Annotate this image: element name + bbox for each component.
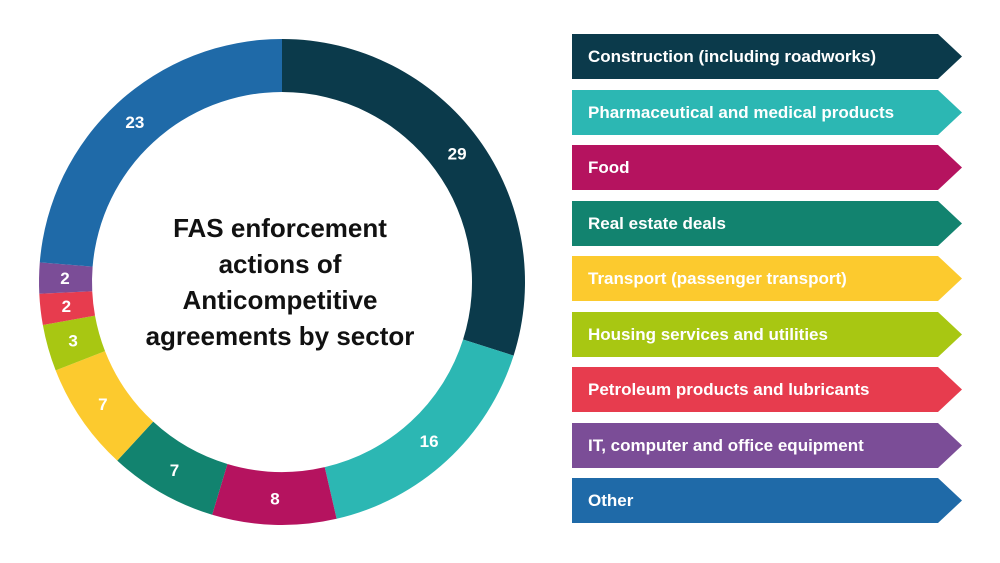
slice-value-label: 2	[62, 297, 71, 316]
slice-value-label: 7	[98, 395, 107, 414]
donut-slice-construction-including-roadworks	[282, 39, 525, 356]
legend-arrow-marker	[572, 422, 962, 468]
legend-item-real-estate-deals: Real estate deals	[572, 200, 964, 246]
legend-arrow-marker	[572, 145, 962, 190]
chart-title: FAS enforcement actions of Anticompetiti…	[145, 213, 415, 351]
donut-slice-housing-services-and-utilities	[42, 315, 106, 371]
legend-label: Construction (including roadworks)	[588, 47, 877, 66]
slice-value-label: 3	[68, 331, 77, 350]
donut-slice-it-computer-and-office-equipment	[39, 262, 93, 294]
legend-item-other: Other	[572, 478, 964, 523]
legend: Construction (including roadworks) Pharma…	[572, 34, 964, 534]
legend-item-pharmaceutical-and-medical-products: Pharmaceutical and medical products	[572, 89, 964, 135]
donut-slice-transport-passenger-transport	[55, 351, 154, 461]
legend-arrow-marker	[572, 34, 962, 79]
legend-arrow-marker	[572, 89, 962, 135]
legend-item-petroleum-products-and-lubricants: Petroleum products and lubricants	[572, 367, 964, 412]
donut-slice-other	[39, 39, 283, 267]
legend-label: Real estate deals	[588, 213, 726, 233]
legend-label: Food	[588, 158, 630, 177]
slice-value-label: 2	[60, 269, 69, 288]
legend-label: Transport (passenger transport)	[588, 269, 847, 288]
legend-arrow-marker	[572, 311, 962, 357]
donut-chart: 29 16 8 7 7 3 2 2 23	[39, 39, 525, 525]
legend-item-housing-services-and-utilities: Housing services and utilities	[572, 311, 964, 357]
legend-arrow-marker	[572, 367, 962, 412]
legend-label: Housing services and utilities	[588, 324, 828, 344]
legend-item-food: Food	[572, 145, 964, 190]
slice-value-label: 16	[420, 432, 439, 451]
legend-arrow-marker	[572, 256, 962, 301]
slice-value-label: 8	[270, 489, 279, 508]
legend-item-transport-passenger-transport: Transport (passenger transport)	[572, 256, 964, 301]
legend-arrow-marker	[572, 478, 962, 523]
slice-value-label: 7	[170, 461, 179, 480]
slice-value-label: 29	[448, 144, 467, 163]
legend-label: Petroleum products and lubricants	[588, 380, 870, 399]
donut-slice-real-estate-deals	[117, 421, 228, 515]
donut-slice-food	[212, 463, 337, 525]
legend-item-construction-including-roadworks: Construction (including roadworks)	[572, 34, 964, 79]
legend-arrow-marker	[572, 200, 962, 246]
legend-item-it-computer-and-office-equipment: IT, computer and office equipment	[572, 422, 964, 468]
legend-label: Pharmaceutical and medical products	[588, 102, 895, 122]
donut-slice-pharmaceutical-and-medical-products	[324, 339, 514, 519]
slice-value-label: 23	[125, 113, 144, 132]
donut-slice-petroleum-products-and-lubricants	[39, 291, 96, 326]
legend-label: Other	[588, 491, 634, 510]
legend-label: IT, computer and office equipment	[588, 435, 864, 455]
